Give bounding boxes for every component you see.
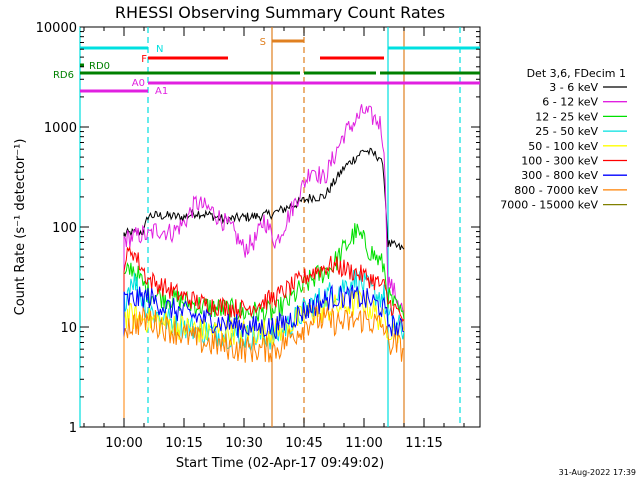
vertical-markers bbox=[79, 27, 461, 427]
x-tick-label: 11:00 bbox=[345, 436, 382, 451]
y-tick-label: 10 bbox=[60, 321, 77, 336]
flag-label: A0 bbox=[132, 78, 145, 89]
x-tick-label: 10:30 bbox=[225, 436, 262, 451]
y-tick-label: 10000 bbox=[36, 21, 77, 36]
series-line bbox=[123, 284, 405, 427]
series-lines bbox=[123, 104, 405, 427]
flag-label: RD0 bbox=[89, 61, 110, 72]
y-tick-label: 1000 bbox=[44, 121, 77, 136]
legend-entry-label: 3 - 6 keV bbox=[549, 81, 598, 94]
legend-title: Det 3,6, FDecim 1 bbox=[527, 67, 626, 80]
flag-label: A1 bbox=[155, 86, 168, 97]
series-line bbox=[123, 147, 405, 427]
y-tick-label: 100 bbox=[52, 221, 77, 236]
x-tick-label: 10:00 bbox=[105, 436, 142, 451]
series-line bbox=[123, 223, 405, 427]
x-tick-label: 11:15 bbox=[405, 436, 442, 451]
legend-entry-label: 300 - 800 keV bbox=[521, 169, 598, 182]
legend-entry-label: 12 - 25 keV bbox=[535, 110, 598, 123]
y-tick-label: 1 bbox=[69, 421, 77, 436]
flag-label: N bbox=[156, 44, 163, 55]
series-line bbox=[123, 269, 405, 427]
series-line bbox=[123, 289, 405, 427]
chart-title: RHESSI Observing Summary Count Rates bbox=[115, 3, 445, 22]
x-axis-label: Start Time (02-Apr-17 09:49:02) bbox=[176, 456, 384, 471]
legend-entry-label: 50 - 100 keV bbox=[528, 140, 598, 153]
legend-entry-label: 7000 - 15000 keV bbox=[500, 199, 598, 212]
series-line bbox=[123, 245, 405, 427]
axes: 1 10 100 1000 10000 10:00 10:15 10:30 10:45 11:00… bbox=[36, 21, 480, 451]
flag-label: F bbox=[141, 54, 147, 65]
series-line bbox=[123, 104, 405, 427]
y-axis-label: Count Rate (s⁻¹ detector⁻¹) bbox=[13, 139, 28, 316]
legend-entry-label: 100 - 300 keV bbox=[521, 155, 598, 168]
flag-bars: NF S RD0 RD6 A0 A1 bbox=[53, 37, 480, 97]
legend-entry-label: 25 - 50 keV bbox=[535, 125, 598, 138]
x-tick-label: 10:15 bbox=[165, 436, 202, 451]
legend: Det 3,6, FDecim 1 3 - 6 keV 6 - 12 keV12 … bbox=[500, 67, 627, 212]
flag-label: RD6 bbox=[53, 70, 74, 81]
legend-entry-label: 6 - 12 keV bbox=[542, 96, 598, 109]
x-tick-label: 10:45 bbox=[285, 436, 322, 451]
series-line bbox=[123, 306, 405, 427]
flag-label: S bbox=[260, 37, 266, 48]
legend-entry-label: 800 - 7000 keV bbox=[514, 184, 598, 197]
timestamp: 31-Aug-2022 17:39 bbox=[559, 468, 636, 477]
